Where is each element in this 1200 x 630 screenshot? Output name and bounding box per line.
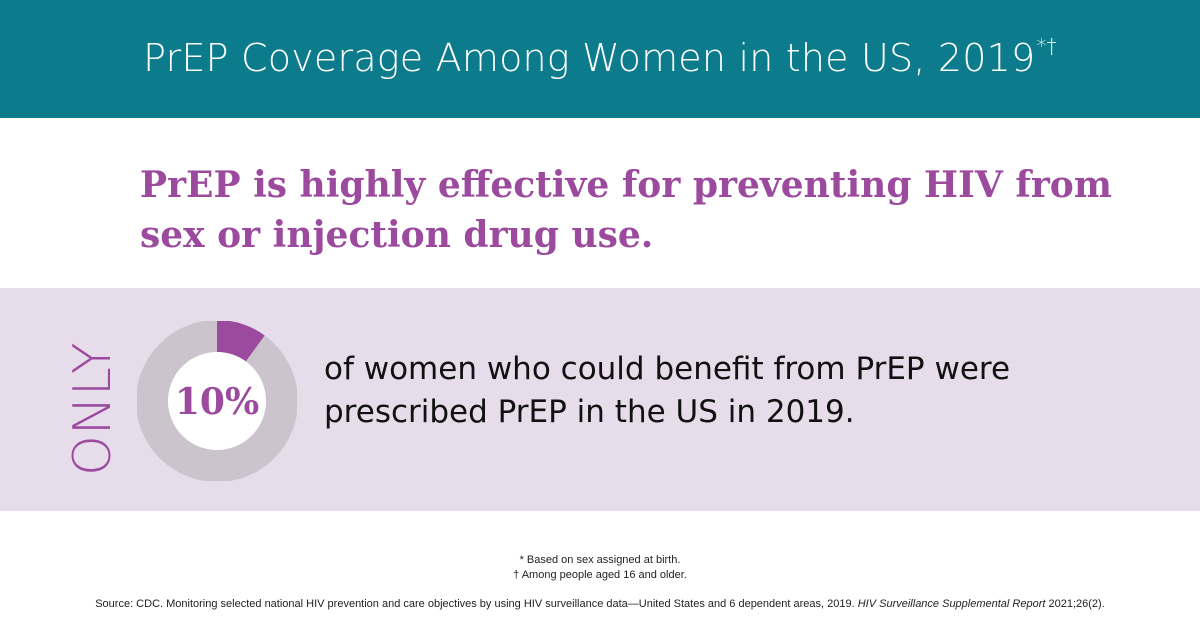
page-title-text: PrEP Coverage Among Women in the US, 201… <box>143 36 1036 80</box>
donut-highlight-segment <box>216 320 265 362</box>
donut-center <box>168 352 266 450</box>
source-report-title: HIV Surveillance Supplemental Report <box>857 598 1046 610</box>
only-label: ONLY <box>62 338 123 478</box>
footnote-age: † Among people aged 16 and older. <box>513 569 687 581</box>
source-suffix: 2021;26(2). <box>1045 598 1105 610</box>
source-prefix: Source: CDC. Monitoring selected nationa… <box>95 598 858 610</box>
percentage-donut-chart: 10% <box>136 320 298 482</box>
title-footnote-marks: *† <box>1036 34 1057 59</box>
headline-statement: PrEP is highly effective for preventing … <box>140 164 1112 256</box>
source-citation: Source: CDC. Monitoring selected nationa… <box>0 598 1200 610</box>
footnotes: * Based on sex assigned at birth. † Amon… <box>0 553 1200 583</box>
only-text: ONLY <box>63 342 122 476</box>
footnote-sex-assigned: * Based on sex assigned at birth. <box>519 554 681 566</box>
header-banner: PrEP Coverage Among Women in the US, 201… <box>0 0 1200 118</box>
page-title: PrEP Coverage Among Women in the US, 201… <box>143 34 1057 80</box>
stat-statement: of women who could benefit from PrEP wer… <box>324 351 1011 430</box>
percentage-value: 10% <box>175 381 259 423</box>
